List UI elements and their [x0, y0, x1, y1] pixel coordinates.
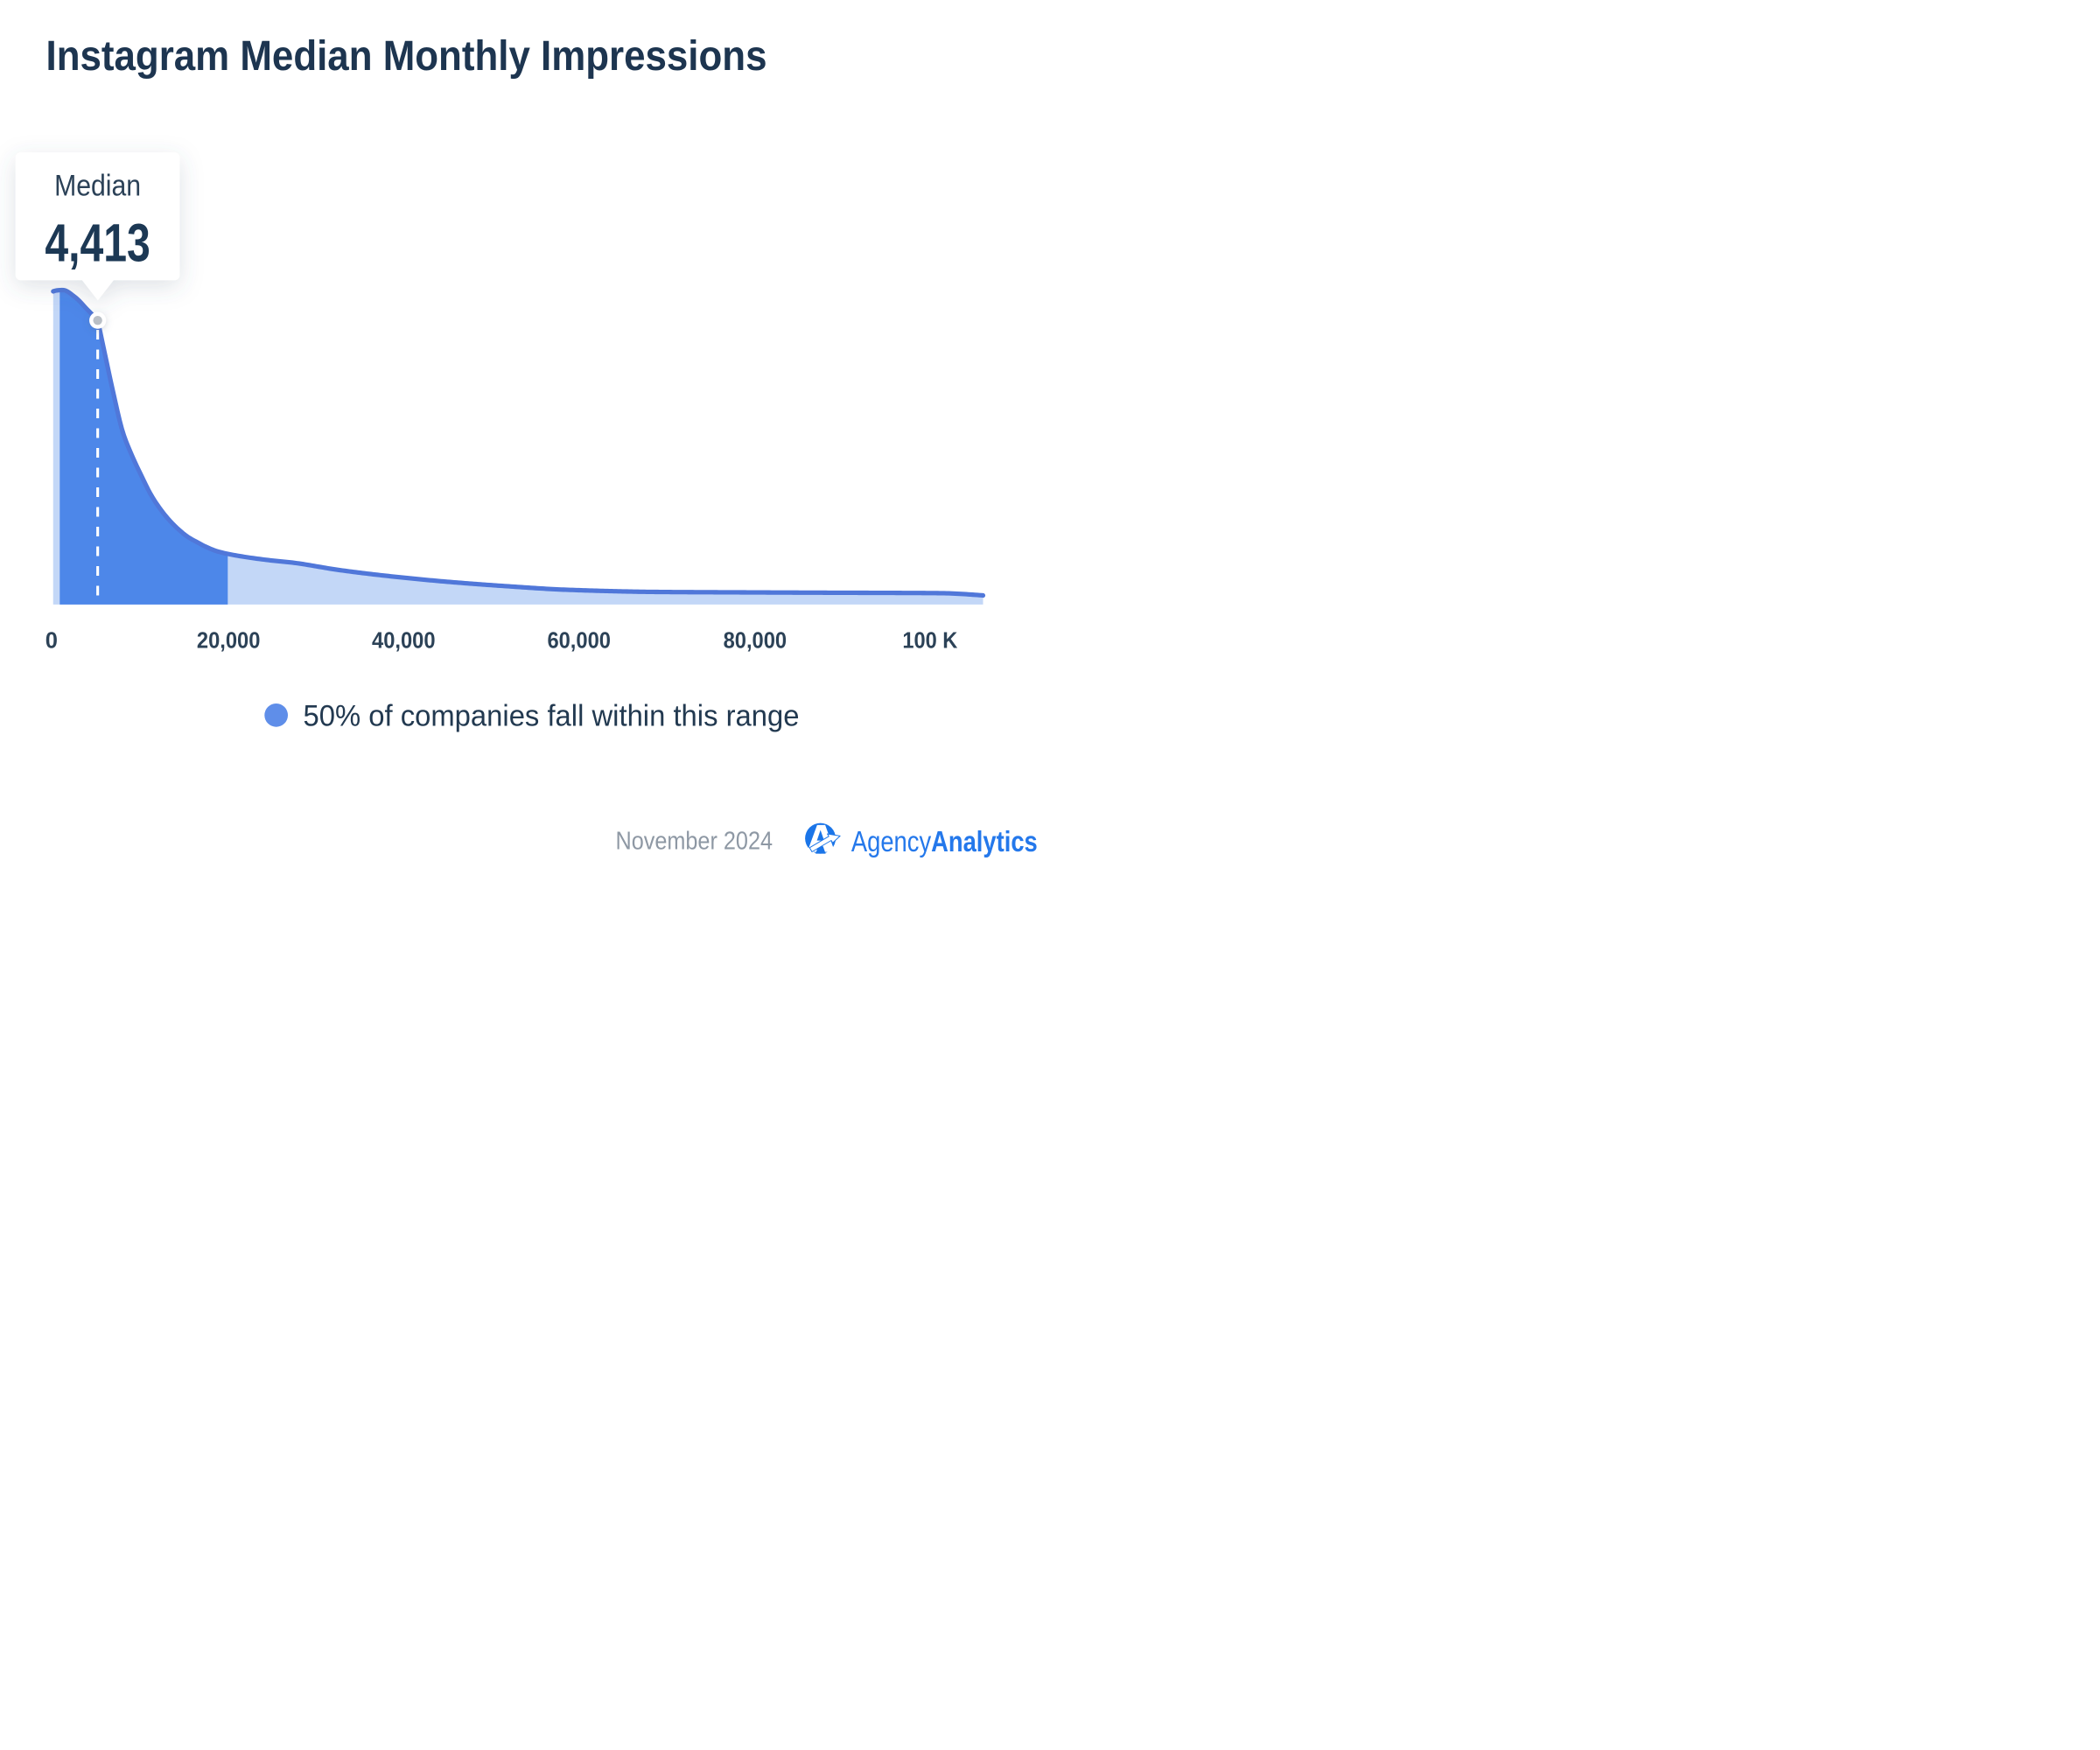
svg-text:AgencyAnalytics: AgencyAnalytics: [851, 825, 1038, 858]
svg-text:Instagram Median Monthly Impre: Instagram Median Monthly Impressions: [46, 32, 767, 80]
svg-text:40,000: 40,000: [372, 629, 436, 654]
svg-text:60,000: 60,000: [547, 629, 611, 654]
svg-text:0: 0: [46, 629, 58, 654]
svg-text:100 K: 100 K: [902, 629, 958, 654]
svg-text:Median: Median: [54, 170, 141, 203]
svg-text:20,000: 20,000: [197, 629, 261, 654]
svg-text:50% of companies fall within t: 50% of companies fall within this range: [304, 699, 800, 732]
svg-text:80,000: 80,000: [724, 629, 788, 654]
svg-text:4,413: 4,413: [45, 214, 150, 273]
svg-text:November 2024: November 2024: [616, 828, 774, 856]
